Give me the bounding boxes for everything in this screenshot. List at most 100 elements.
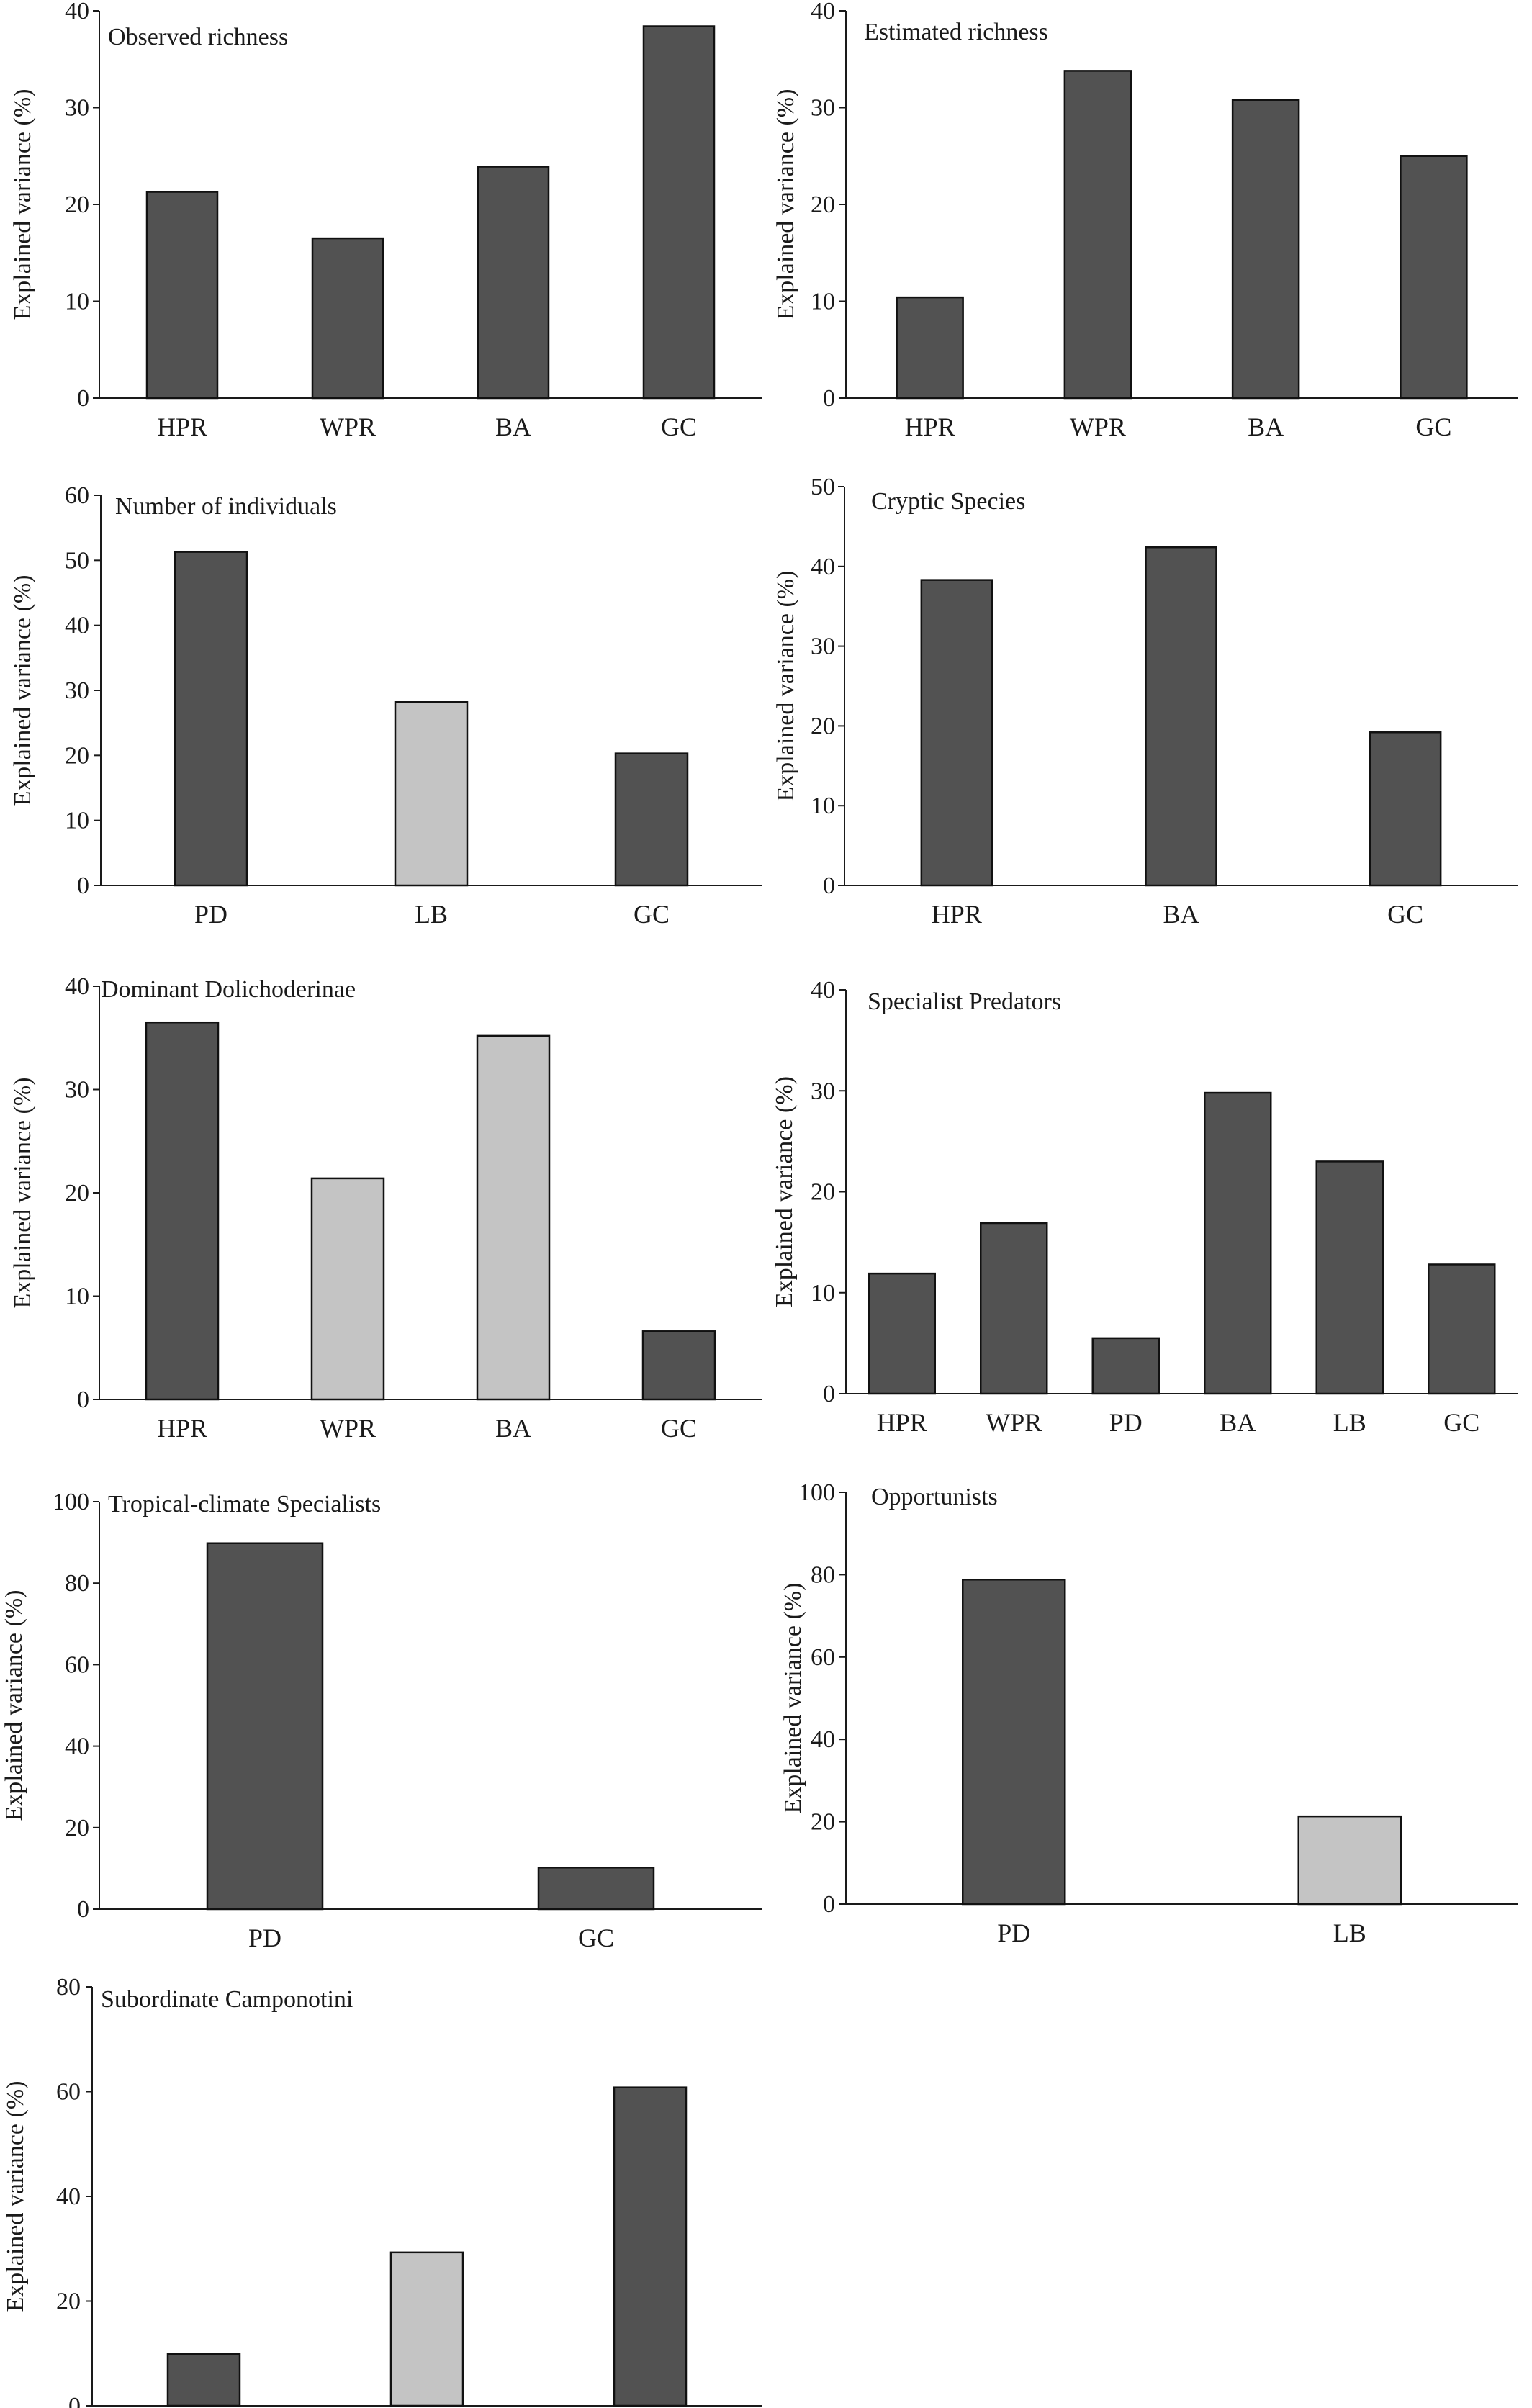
- panel-title: Subordinate Camponotini: [101, 1986, 353, 2013]
- bar-hpr: [868, 1272, 936, 1395]
- x-tick-label: HPR: [905, 412, 955, 441]
- y-tick-label: 0: [77, 1386, 89, 1413]
- y-tick-label: 10: [65, 808, 89, 834]
- y-tick-label: 20: [65, 1815, 89, 1841]
- y-tick-label: 100: [53, 1489, 89, 1515]
- x-tick-label: PD: [1109, 1408, 1143, 1437]
- y-tick-label: 0: [77, 385, 89, 412]
- chart-panel-6: 0 10 20 30 40 HPR WPR PD BA LB GC Specialist Predat…: [771, 977, 1518, 1437]
- bar-pd: [174, 551, 248, 887]
- panel-title: Observed richness: [108, 24, 288, 50]
- bar-wpr: [1063, 70, 1132, 400]
- y-tick-label: 0: [823, 385, 835, 412]
- panel-title: Dominant Dolichoderinae: [101, 976, 356, 1003]
- bar-gc: [641, 1330, 716, 1401]
- bar-ba: [1145, 546, 1217, 887]
- x-tick-label: GC: [1415, 412, 1451, 441]
- bar-ba: [476, 1034, 551, 1401]
- y-tick-label: 60: [65, 482, 89, 509]
- y-tick-label: 100: [798, 1479, 835, 1506]
- y-tick-label: 0: [77, 1896, 89, 1923]
- y-axis-title: Explained variance (%): [772, 571, 799, 802]
- x-tick-label: GC: [578, 1924, 614, 1952]
- x-tick-label: PD: [194, 900, 227, 929]
- bar-ba: [1231, 99, 1300, 400]
- y-tick-label: 0: [823, 1381, 835, 1407]
- y-tick-label: 30: [65, 677, 89, 704]
- x-tick-label: GC: [661, 412, 697, 441]
- x-tick-label: GC: [1443, 1408, 1479, 1437]
- y-tick-label: 80: [65, 1570, 89, 1597]
- y-tick-label: 0: [68, 2393, 81, 2408]
- bar-wpr: [166, 2353, 241, 2407]
- x-tick-label: HPR: [157, 1414, 207, 1443]
- chart-panel-4: 0 10 20 30 40 50 HPR BA GC Cryptic Species Explain…: [772, 474, 1518, 929]
- chart-panel-1: 0 10 20 30 40 HPR WPR BA GC Observed richness Expl…: [9, 0, 762, 441]
- y-tick-label: 60: [811, 1644, 835, 1671]
- y-tick-label: 20: [65, 1180, 89, 1207]
- bar-gc: [1428, 1263, 1496, 1395]
- bar-gc: [613, 2086, 688, 2407]
- bar-hpr: [145, 1021, 220, 1401]
- x-tick-label: WPR: [986, 1408, 1042, 1437]
- bar-lb: [1315, 1160, 1384, 1395]
- y-tick-label: 50: [65, 547, 89, 574]
- bar-ba: [477, 166, 550, 400]
- y-tick-label: 40: [811, 977, 835, 1004]
- x-tick-label: WPR: [1070, 412, 1126, 441]
- x-tick-label: PD: [997, 1918, 1030, 1947]
- y-axis-title: Explained variance (%): [9, 89, 36, 320]
- panel-title: Number of individuals: [115, 493, 337, 520]
- x-tick-label: BA: [1248, 412, 1284, 441]
- y-tick-label: 40: [56, 2183, 81, 2210]
- y-tick-label: 40: [811, 554, 835, 580]
- y-tick-label: 80: [56, 1974, 81, 2001]
- y-tick-label: 40: [65, 973, 89, 1000]
- bar-wpr: [980, 1222, 1048, 1395]
- x-tick-label: GC: [634, 900, 670, 929]
- bar-hpr: [896, 296, 964, 400]
- bar-wpr: [311, 237, 384, 400]
- y-tick-label: 80: [811, 1561, 835, 1588]
- y-tick-label: 40: [65, 613, 89, 639]
- y-tick-label: 0: [823, 1891, 835, 1918]
- y-tick-label: 20: [811, 713, 835, 739]
- bar-hpr: [920, 579, 993, 887]
- bar-wpr: [310, 1177, 385, 1401]
- bar-gc: [642, 25, 716, 400]
- panel-title: Specialist Predators: [868, 988, 1061, 1015]
- x-tick-label: LB: [1333, 1408, 1366, 1437]
- chart-panel-5: 0 10 20 30 40 HPR WPR BA GC Dominant Dolichoderin…: [9, 973, 762, 1443]
- x-tick-label: BA: [495, 412, 531, 441]
- x-tick-label: HPR: [157, 412, 207, 441]
- x-tick-label: GC: [1387, 900, 1423, 929]
- bar-ba: [1204, 1091, 1272, 1395]
- y-axis-title: Explained variance (%): [2, 2081, 29, 2312]
- y-tick-label: 40: [811, 0, 835, 24]
- bar-gc: [537, 1867, 655, 1911]
- y-tick-label: 30: [811, 633, 835, 660]
- chart-panel-7: 0 20 40 60 80 100 PD GC Tropical-climate Special…: [1, 1489, 762, 1952]
- x-tick-label: HPR: [877, 1408, 927, 1437]
- y-axis-title: Explained variance (%): [9, 1078, 36, 1309]
- chart-panel-3: 0 10 20 30 40 50 60 PD LB GC Number of individuals…: [9, 482, 762, 929]
- x-tick-label: BA: [1163, 900, 1199, 929]
- y-axis-title: Explained variance (%): [780, 1583, 806, 1814]
- x-tick-label: BA: [495, 1414, 531, 1443]
- x-tick-label: BA: [1220, 1408, 1256, 1437]
- y-tick-label: 30: [811, 1078, 835, 1104]
- y-tick-label: 10: [811, 289, 835, 315]
- bar-pd: [1091, 1337, 1160, 1395]
- x-tick-label: PD: [248, 1924, 281, 1952]
- chart-panel-2: 0 10 20 30 40 HPR WPR BA GC Estimated richness Exp…: [772, 0, 1518, 441]
- y-tick-label: 40: [811, 1726, 835, 1753]
- bar-ba: [389, 2251, 464, 2407]
- y-tick-label: 10: [811, 1280, 835, 1307]
- chart-panel-9: 020406080WPRBAGCSubordinate CamponotiniE…: [2, 1974, 762, 2408]
- y-tick-label: 10: [811, 793, 835, 819]
- y-tick-label: 40: [65, 0, 89, 24]
- bar-pd: [962, 1579, 1066, 1906]
- x-tick-label: WPR: [320, 1414, 376, 1443]
- bar-gc: [614, 752, 689, 887]
- panel-title: Estimated richness: [864, 19, 1048, 45]
